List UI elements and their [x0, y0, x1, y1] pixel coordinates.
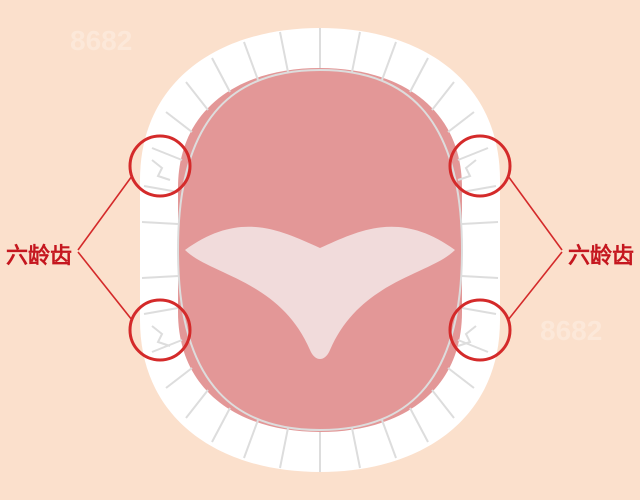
watermark: 8682: [70, 25, 132, 56]
watermark: 8682: [540, 315, 602, 346]
label-right: 六龄齿: [568, 238, 634, 270]
diagram-background: 8682 8682: [0, 0, 640, 500]
dental-diagram: 8682 8682: [0, 0, 640, 500]
mouth-group: [140, 28, 500, 472]
label-left: 六龄齿: [6, 238, 72, 270]
